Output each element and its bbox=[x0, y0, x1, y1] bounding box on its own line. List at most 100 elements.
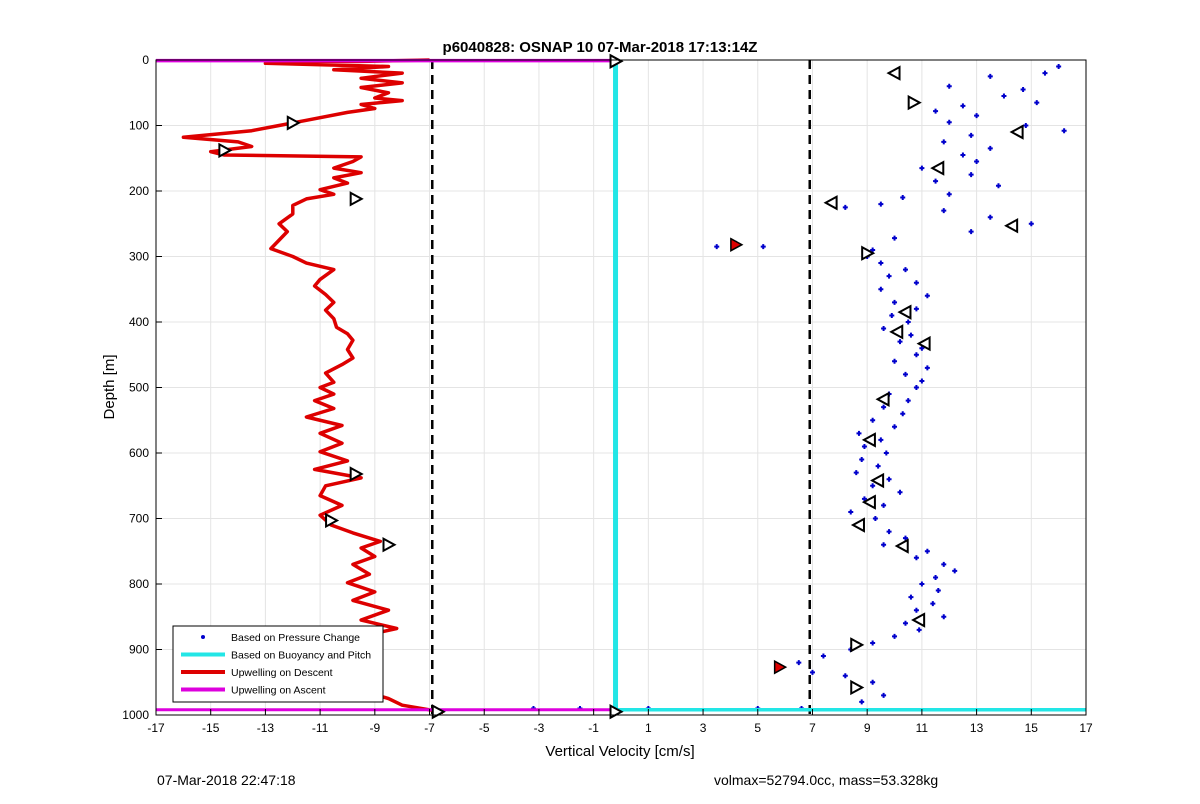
grid-lines bbox=[155, 59, 1087, 716]
data-point bbox=[974, 113, 980, 119]
data-point bbox=[987, 73, 993, 79]
legend-label: Upwelling on Descent bbox=[231, 667, 333, 679]
data-point bbox=[842, 204, 848, 210]
data-point bbox=[913, 555, 919, 561]
triangle-marker bbox=[886, 65, 901, 81]
data-point bbox=[796, 660, 802, 666]
footer-timestamp: 07-Mar-2018 22:47:18 bbox=[157, 772, 296, 788]
data-point bbox=[905, 319, 911, 325]
legend: Based on Pressure Change Based on Buoyanc… bbox=[172, 625, 384, 703]
data-point bbox=[878, 437, 884, 443]
data-point bbox=[933, 108, 939, 114]
data-point bbox=[900, 195, 906, 201]
triangle-marker bbox=[823, 195, 838, 211]
legend-label: Based on Buoyancy and Pitch bbox=[231, 650, 371, 662]
triangle-marker bbox=[894, 538, 909, 554]
x-tick-label: 11 bbox=[916, 721, 929, 735]
x-tick-label: -9 bbox=[369, 721, 380, 735]
data-point bbox=[919, 378, 925, 384]
y-tick-label: 200 bbox=[129, 184, 149, 198]
y-tick-label: 100 bbox=[129, 119, 149, 133]
data-point bbox=[861, 443, 867, 449]
data-point bbox=[856, 430, 862, 436]
legend-label: Upwelling on Ascent bbox=[231, 685, 326, 697]
data-point bbox=[853, 470, 859, 476]
data-point bbox=[902, 267, 908, 273]
data-point bbox=[960, 152, 966, 158]
data-point bbox=[968, 132, 974, 138]
data-point bbox=[935, 588, 941, 594]
data-point bbox=[809, 669, 815, 675]
data-point bbox=[1001, 93, 1007, 99]
data-point bbox=[897, 489, 903, 495]
data-point bbox=[892, 424, 898, 430]
red-marker bbox=[730, 237, 744, 252]
triangle-marker bbox=[897, 304, 912, 320]
triangle-marker bbox=[916, 335, 931, 352]
series-line-upwelling-on-descent bbox=[181, 58, 444, 715]
data-point bbox=[870, 483, 876, 489]
triangle-marker bbox=[325, 512, 340, 529]
data-point bbox=[881, 542, 887, 548]
data-point bbox=[913, 385, 919, 390]
triangle-marker bbox=[431, 704, 446, 720]
triangle-marker bbox=[850, 517, 865, 533]
data-point bbox=[892, 358, 898, 364]
data-point bbox=[941, 614, 947, 620]
legend-label: Based on Pressure Change bbox=[231, 632, 360, 644]
x-tick-label: -5 bbox=[479, 721, 490, 735]
red-marker bbox=[773, 659, 788, 675]
data-point bbox=[870, 247, 876, 253]
data-point bbox=[1042, 70, 1048, 76]
triangle-marker bbox=[349, 466, 364, 482]
data-point bbox=[892, 235, 898, 241]
data-point bbox=[941, 139, 947, 145]
y-tick-label: 400 bbox=[129, 315, 149, 329]
triangle-marker bbox=[907, 94, 922, 111]
triangle-marker bbox=[911, 612, 926, 628]
data-point bbox=[952, 568, 958, 574]
x-tick-label: 5 bbox=[754, 721, 761, 735]
x-tick-label: -15 bbox=[202, 721, 220, 735]
data-point bbox=[861, 496, 867, 502]
data-point bbox=[919, 581, 925, 587]
x-tick-label: -1 bbox=[588, 721, 599, 735]
data-point bbox=[995, 183, 1001, 189]
data-point bbox=[886, 476, 892, 482]
data-point bbox=[1034, 100, 1040, 106]
data-point bbox=[883, 450, 889, 456]
data-point bbox=[1061, 128, 1067, 134]
data-point bbox=[1020, 86, 1026, 92]
data-point bbox=[870, 417, 876, 423]
x-tick-label: 3 bbox=[700, 721, 707, 735]
data-point bbox=[930, 601, 936, 607]
data-point bbox=[908, 332, 914, 338]
data-point bbox=[968, 172, 974, 178]
y-tick-label: 300 bbox=[129, 250, 149, 264]
x-tick-label: -7 bbox=[424, 721, 435, 735]
data-point bbox=[892, 299, 898, 305]
triangle-marker bbox=[875, 391, 890, 407]
triangle-marker bbox=[870, 472, 885, 489]
x-tick-label: -3 bbox=[534, 721, 545, 735]
triangle-marker bbox=[861, 494, 876, 510]
y-tick-label: 600 bbox=[129, 446, 149, 460]
data-point bbox=[946, 191, 952, 197]
data-point bbox=[933, 574, 939, 580]
data-point bbox=[878, 260, 884, 266]
x-axis-label: Vertical Velocity [cm/s] bbox=[545, 743, 694, 760]
data-point bbox=[913, 352, 919, 358]
data-point bbox=[974, 159, 980, 165]
triangle-marker bbox=[286, 115, 301, 131]
legend-swatch bbox=[201, 635, 205, 639]
data-point bbox=[913, 280, 919, 286]
x-tick-label: -13 bbox=[257, 721, 275, 735]
footer-info: volmax=52794.0cc, mass=53.328kg bbox=[714, 772, 939, 788]
data-point bbox=[900, 411, 906, 417]
data-point bbox=[1023, 123, 1029, 128]
data-point bbox=[859, 457, 865, 463]
y-tick-label: 500 bbox=[129, 381, 149, 395]
triangle-marker bbox=[850, 637, 865, 653]
triangle-marker bbox=[349, 191, 364, 207]
